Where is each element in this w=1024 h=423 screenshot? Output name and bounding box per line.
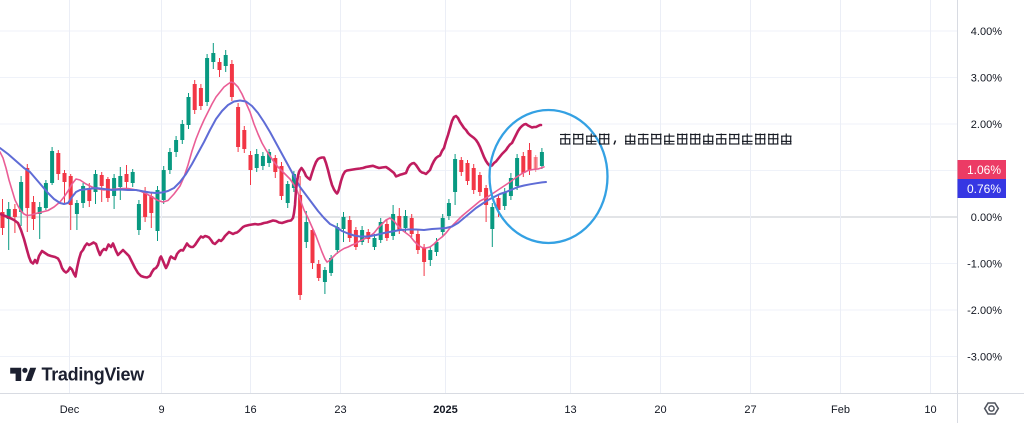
svg-text:9: 9 (158, 404, 164, 416)
svg-text:23: 23 (334, 404, 346, 416)
svg-text:16: 16 (244, 404, 256, 416)
svg-text:10: 10 (924, 404, 936, 416)
svg-text:Dec: Dec (60, 404, 80, 416)
svg-text:0.00%: 0.00% (971, 212, 1002, 224)
svg-text:TradingView: TradingView (42, 365, 146, 385)
svg-text:2025: 2025 (433, 404, 457, 416)
svg-text:1.06%: 1.06% (967, 163, 1001, 177)
svg-text:-3.00%: -3.00% (967, 351, 1002, 363)
svg-text:27: 27 (744, 404, 756, 416)
svg-text:-2.00%: -2.00% (967, 305, 1002, 317)
svg-text:Feb: Feb (831, 404, 850, 416)
svg-text:13: 13 (564, 404, 576, 416)
svg-text:2.00%: 2.00% (971, 119, 1002, 131)
svg-text:3.00%: 3.00% (971, 72, 1002, 84)
svg-text:-1.00%: -1.00% (967, 258, 1002, 270)
svg-text:20: 20 (654, 404, 666, 416)
svg-text:4.00%: 4.00% (971, 26, 1002, 38)
svg-text:0.76%: 0.76% (967, 182, 1001, 196)
